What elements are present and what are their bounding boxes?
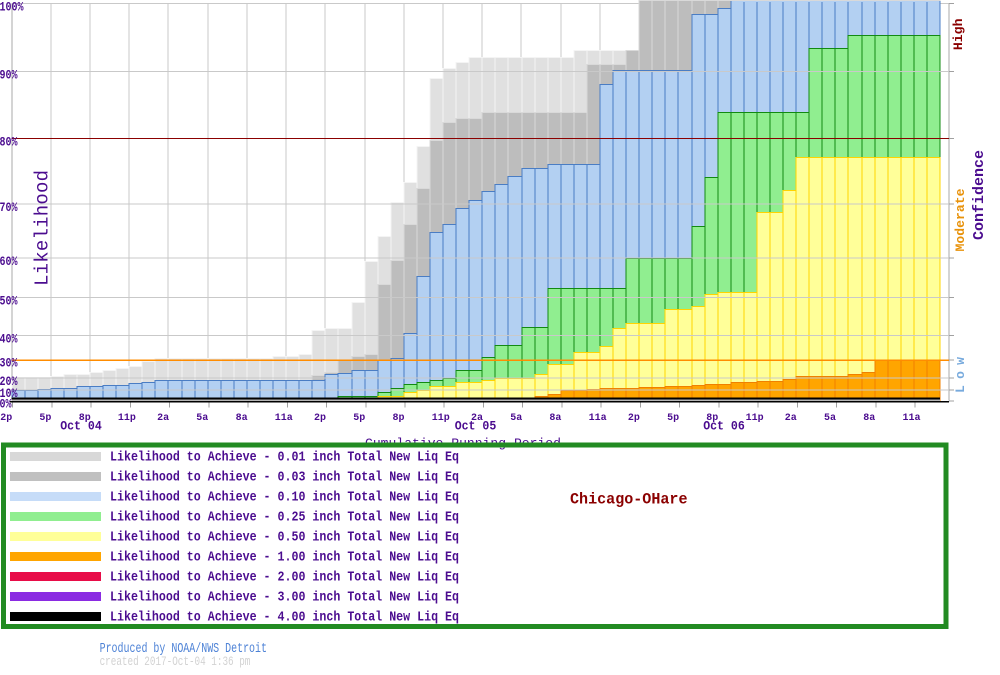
svg-text:Confidence: Confidence: [971, 150, 988, 240]
svg-text:90%: 90%: [0, 68, 18, 82]
svg-text:Oct 05: Oct 05: [455, 419, 497, 434]
svg-text:2p: 2p: [0, 413, 12, 424]
svg-text:Low: Low: [953, 357, 968, 393]
svg-text:2a: 2a: [471, 413, 483, 424]
svg-text:Produced by NOAA/NWS Detroit: Produced by NOAA/NWS Detroit: [100, 641, 267, 657]
svg-text:Likelihood to Achieve - 0.03 i: Likelihood to Achieve - 0.03 inch Total …: [110, 471, 459, 486]
svg-text:Oct 04: Oct 04: [60, 419, 102, 434]
svg-text:created 2017-Oct-04 1:36 pm: created 2017-Oct-04 1:36 pm: [100, 654, 251, 669]
svg-text:Likelihood to Achieve - 2.00 i: Likelihood to Achieve - 2.00 inch Total …: [110, 571, 459, 586]
svg-text:Likelihood to Achieve - 0.50 i: Likelihood to Achieve - 0.50 inch Total …: [110, 531, 459, 546]
svg-text:5a: 5a: [510, 413, 522, 424]
svg-text:Likelihood to Achieve - 0.25 i: Likelihood to Achieve - 0.25 inch Total …: [110, 511, 459, 526]
svg-text:Chicago-OHare: Chicago-OHare: [570, 490, 688, 508]
svg-text:8p: 8p: [706, 413, 718, 424]
svg-text:8a: 8a: [863, 413, 875, 424]
svg-text:5p: 5p: [667, 413, 679, 424]
svg-text:2p: 2p: [628, 413, 640, 424]
svg-text:Likelihood to Achieve - 1.00 i: Likelihood to Achieve - 1.00 inch Total …: [110, 551, 459, 566]
svg-text:40%: 40%: [0, 332, 18, 346]
svg-text:11a: 11a: [903, 413, 921, 424]
svg-text:100%: 100%: [0, 0, 24, 14]
svg-text:11p: 11p: [746, 413, 764, 424]
svg-text:8a: 8a: [549, 413, 561, 424]
svg-text:High: High: [951, 18, 966, 50]
svg-text:70%: 70%: [0, 201, 18, 215]
svg-text:Likelihood to Achieve - 4.00 i: Likelihood to Achieve - 4.00 inch Total …: [110, 611, 459, 626]
svg-text:11p: 11p: [432, 413, 450, 424]
svg-text:11a: 11a: [589, 413, 607, 424]
svg-text:5p: 5p: [39, 413, 51, 424]
svg-text:11p: 11p: [118, 413, 136, 424]
svg-text:Oct 06: Oct 06: [703, 419, 745, 434]
svg-text:Likelihood to Achieve - 0.01 i: Likelihood to Achieve - 0.01 inch Total …: [110, 451, 459, 466]
svg-text:Likelihood to Achieve - 3.00 i: Likelihood to Achieve - 3.00 inch Total …: [110, 591, 459, 606]
svg-text:0%: 0%: [0, 398, 12, 412]
svg-text:11a: 11a: [275, 413, 293, 424]
svg-text:10%: 10%: [0, 387, 18, 401]
svg-text:2a: 2a: [785, 413, 797, 424]
svg-text:20%: 20%: [0, 375, 18, 389]
svg-text:8p: 8p: [79, 413, 91, 424]
svg-text:Likelihood: Likelihood: [32, 170, 54, 286]
svg-text:50%: 50%: [0, 294, 18, 308]
svg-text:2a: 2a: [157, 413, 169, 424]
svg-text:5a: 5a: [196, 413, 208, 424]
svg-text:8p: 8p: [393, 413, 405, 424]
svg-text:8a: 8a: [236, 413, 248, 424]
svg-text:5p: 5p: [353, 413, 365, 424]
svg-text:5a: 5a: [824, 413, 836, 424]
svg-text:30%: 30%: [0, 357, 18, 371]
svg-text:60%: 60%: [0, 255, 18, 269]
svg-text:Moderate: Moderate: [953, 188, 968, 251]
svg-text:80%: 80%: [0, 135, 18, 149]
svg-text:2p: 2p: [314, 413, 326, 424]
svg-text:Likelihood to Achieve - 0.10 i: Likelihood to Achieve - 0.10 inch Total …: [110, 491, 459, 506]
